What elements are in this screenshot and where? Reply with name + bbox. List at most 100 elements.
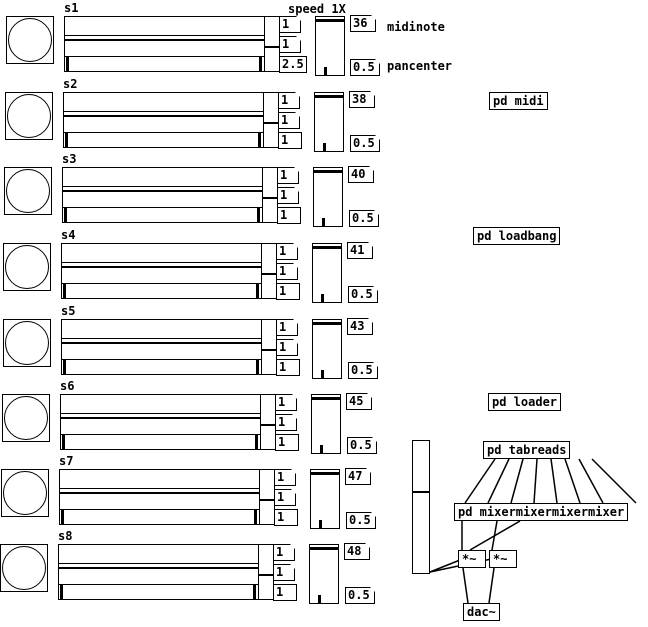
- sampler-4-speed-slider[interactable]: [61, 243, 262, 263]
- sampler-8-vslider[interactable]: [258, 544, 274, 600]
- sampler-6-pancenter[interactable]: 0.5: [347, 437, 377, 454]
- sampler-7-vslider[interactable]: [259, 469, 275, 525]
- sampler-1-midinote[interactable]: 36: [350, 15, 376, 32]
- sampler-5-speed-slider[interactable]: [61, 319, 262, 339]
- sampler-3-value-3[interactable]: 1: [277, 207, 301, 224]
- master-volume-slider[interactable]: [412, 440, 430, 574]
- sampler-4-value-2[interactable]: 1: [276, 263, 298, 280]
- sampler-3-midinote[interactable]: 40: [348, 166, 374, 183]
- sampler-5-midinote[interactable]: 43: [347, 318, 373, 335]
- sampler-6-length-slider[interactable]: [60, 434, 261, 450]
- sampler-4-vslider[interactable]: [261, 243, 277, 299]
- sampler-3-value-2[interactable]: 1: [277, 187, 299, 204]
- sampler-4-name: s4: [61, 228, 76, 242]
- sampler-4-midinote[interactable]: 41: [347, 242, 373, 259]
- pd-midi-object[interactable]: pd midi: [489, 92, 548, 110]
- sampler-1-pancenter[interactable]: 0.5: [350, 59, 380, 76]
- sampler-2-pan-slider[interactable]: [314, 92, 344, 152]
- sampler-3-bang[interactable]: [4, 167, 52, 215]
- sampler-3-speed-slider[interactable]: [62, 167, 263, 187]
- sampler-7-speed-slider[interactable]: [59, 469, 260, 489]
- sampler-5-vslider[interactable]: [261, 319, 277, 375]
- sampler-6-start-slider[interactable]: [60, 413, 261, 435]
- dac-object[interactable]: dac~: [463, 603, 500, 621]
- sampler-1-value-2[interactable]: 1: [279, 36, 301, 53]
- sampler-8-speed-slider[interactable]: [58, 544, 259, 564]
- sampler-2-midinote[interactable]: 38: [349, 91, 375, 108]
- sampler-3-value-1[interactable]: 1: [277, 167, 299, 184]
- sampler-5-value-3[interactable]: 1: [276, 359, 300, 376]
- sampler-7-length-slider[interactable]: [59, 509, 260, 525]
- sampler-5-bang[interactable]: [3, 319, 51, 367]
- multiply-right-object[interactable]: *~: [489, 550, 517, 568]
- sampler-3-vslider[interactable]: [262, 167, 278, 223]
- sampler-6-value-3[interactable]: 1: [275, 434, 299, 451]
- sampler-3-length-slider[interactable]: [62, 207, 263, 223]
- sampler-2-length-slider[interactable]: [63, 132, 264, 148]
- sampler-3-start-slider[interactable]: [62, 186, 263, 208]
- sampler-8-start-slider[interactable]: [58, 563, 259, 585]
- sampler-4-value-1[interactable]: 1: [276, 243, 298, 260]
- sampler-7-value-1[interactable]: 1: [274, 469, 296, 486]
- sampler-2-value-2[interactable]: 1: [278, 112, 300, 129]
- sampler-3-pancenter[interactable]: 0.5: [349, 210, 379, 227]
- sampler-1-speed-slider[interactable]: [64, 16, 265, 36]
- sampler-7-midinote[interactable]: 47: [345, 468, 371, 485]
- sampler-2-bang[interactable]: [5, 92, 53, 140]
- sampler-7-value-3[interactable]: 1: [274, 509, 298, 526]
- sampler-4-pan-slider[interactable]: [312, 243, 342, 303]
- pd-loadbang-object[interactable]: pd loadbang: [473, 227, 561, 245]
- sampler-5-pancenter[interactable]: 0.5: [348, 362, 378, 379]
- sampler-8-midinote[interactable]: 48: [344, 543, 370, 560]
- sampler-1-value-1[interactable]: 1: [279, 16, 301, 33]
- multiply-left-object[interactable]: *~: [458, 550, 486, 568]
- sampler-8-value-2[interactable]: 1: [273, 564, 295, 581]
- sampler-7-pancenter[interactable]: 0.5: [346, 512, 376, 529]
- sampler-2-pancenter[interactable]: 0.5: [350, 135, 380, 152]
- sampler-6-midinote[interactable]: 45: [346, 393, 372, 410]
- sampler-1-value-3[interactable]: 2.5: [279, 56, 307, 73]
- sampler-5-value-1[interactable]: 1: [276, 319, 298, 336]
- sampler-7-pan-slider[interactable]: [310, 469, 340, 529]
- slider-knob: [322, 218, 325, 226]
- sampler-8-length-slider[interactable]: [58, 584, 259, 600]
- sampler-6-value-1[interactable]: 1: [275, 394, 297, 411]
- sampler-5-start-slider[interactable]: [61, 338, 262, 360]
- sampler-5-length-slider[interactable]: [61, 359, 262, 375]
- sampler-2-start-slider[interactable]: [63, 111, 264, 133]
- pd-mixer-object[interactable]: pd mixermixermixermixer: [454, 503, 629, 521]
- sampler-5-value-2[interactable]: 1: [276, 339, 298, 356]
- sampler-2-speed-slider[interactable]: [63, 92, 264, 112]
- sampler-8-pan-slider[interactable]: [309, 544, 339, 604]
- sampler-6-pan-slider[interactable]: [311, 394, 341, 454]
- sampler-4-pancenter[interactable]: 0.5: [348, 286, 378, 303]
- sampler-1-pan-slider[interactable]: [315, 16, 345, 76]
- sampler-1-length-slider[interactable]: [64, 56, 265, 72]
- sampler-4-length-slider[interactable]: [61, 283, 262, 299]
- sampler-4-start-slider[interactable]: [61, 262, 262, 284]
- sampler-4-bang[interactable]: [3, 243, 51, 291]
- sampler-6-value-2[interactable]: 1: [275, 414, 297, 431]
- sampler-4-value-3[interactable]: 1: [276, 283, 300, 300]
- sampler-6-speed-slider[interactable]: [60, 394, 261, 414]
- sampler-1-start-slider[interactable]: [64, 35, 265, 57]
- sampler-8-value-1[interactable]: 1: [273, 544, 295, 561]
- sampler-2-value-1[interactable]: 1: [278, 92, 300, 109]
- sampler-8-pancenter[interactable]: 0.5: [345, 587, 375, 604]
- pd-tabreads-object[interactable]: pd tabreads: [483, 441, 571, 459]
- sampler-2-vslider[interactable]: [263, 92, 279, 148]
- sampler-7-start-slider[interactable]: [59, 488, 260, 510]
- sampler-3-pan-slider[interactable]: [313, 167, 343, 227]
- sampler-6-vslider[interactable]: [260, 394, 276, 450]
- sampler-6-bang[interactable]: [2, 394, 50, 442]
- sampler-1-bang[interactable]: [6, 16, 54, 64]
- slider-knob: [264, 122, 278, 124]
- sampler-2-value-3[interactable]: 1: [278, 132, 302, 149]
- sampler-1-vslider[interactable]: [264, 16, 280, 72]
- pd-loader-object[interactable]: pd loader: [488, 393, 562, 411]
- sampler-8-bang[interactable]: [0, 544, 48, 592]
- sampler-7-bang[interactable]: [1, 469, 49, 517]
- sampler-8-value-3[interactable]: 1: [273, 584, 297, 601]
- sampler-5-pan-slider[interactable]: [312, 319, 342, 379]
- sampler-7-value-2[interactable]: 1: [274, 489, 296, 506]
